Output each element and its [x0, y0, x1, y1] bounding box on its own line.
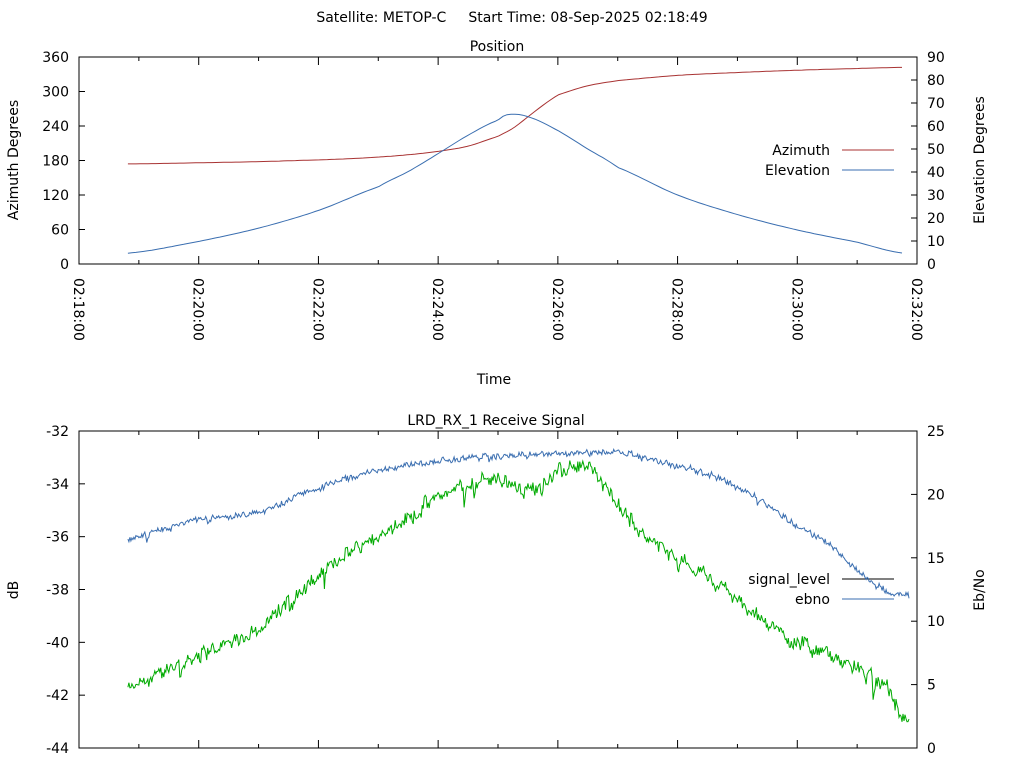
- y2-tick-label: 25: [927, 424, 945, 440]
- y2-tick-label: 40: [927, 165, 945, 181]
- y2-tick-label: 10: [927, 234, 945, 250]
- x-tick-label: 02:28:00: [669, 278, 685, 341]
- ebno-axis-label: Eb/No: [972, 569, 988, 611]
- x-tick-label: 02:24:00: [429, 278, 445, 341]
- y-tick-label: 120: [42, 188, 69, 204]
- y-tick-label: -38: [46, 583, 69, 599]
- y2-tick-label: 20: [927, 211, 945, 227]
- y2-tick-label: 70: [927, 96, 945, 112]
- y-tick-label: 60: [51, 223, 69, 239]
- y-tick-label: 300: [42, 85, 69, 101]
- x-tick-label: 02:32:00: [908, 278, 924, 341]
- legend-label-Elevation: Elevation: [765, 163, 830, 179]
- y2-tick-label: 15: [927, 551, 945, 567]
- legend-label-ebno: ebno: [795, 592, 830, 608]
- y2-tick-label: 10: [927, 614, 945, 630]
- y-tick-label: 360: [42, 50, 69, 66]
- start-time-label: Start Time: 08-Sep-2025 02:18:49: [468, 10, 707, 26]
- y2-tick-label: 30: [927, 188, 945, 204]
- y-tick-label: -44: [46, 741, 69, 757]
- y-tick-label: 180: [42, 154, 69, 170]
- x-tick-label: 02:22:00: [309, 278, 325, 341]
- y2-tick-label: 5: [927, 678, 936, 694]
- y2-tick-label: 20: [927, 487, 945, 503]
- position-plot: 0 60 120 180 240 300 360 0 10 20 30 40 50 60 70 80 90 02:…: [42, 50, 945, 341]
- series-line-Azimuth: [127, 66, 902, 165]
- y-tick-label: -40: [46, 635, 69, 651]
- azimuth-axis-label: Azimuth Degrees: [6, 100, 22, 220]
- y2-tick-label: 90: [927, 50, 945, 66]
- y-tick-label: -32: [46, 424, 69, 440]
- y2-tick-label: 50: [927, 142, 945, 158]
- y-tick-label: -42: [46, 688, 69, 704]
- elevation-axis-label: Elevation Degrees: [972, 96, 988, 224]
- plot-frame-1: [78, 430, 918, 749]
- satellite-label: Satellite: METOP-C: [316, 10, 446, 26]
- legend-label-signal_level: signal_level: [748, 572, 830, 588]
- y-tick-label: -34: [46, 477, 69, 493]
- chart-header: Satellite: METOP-C Start Time: 08-Sep-202…: [316, 10, 707, 26]
- y-tick-label: -36: [46, 530, 69, 546]
- time-axis-label: Time: [476, 372, 511, 388]
- y2-tick-label: 80: [927, 73, 945, 89]
- y-tick-label: 240: [42, 119, 69, 135]
- x-tick-label: 02:26:00: [549, 278, 565, 341]
- y2-tick-label: 60: [927, 119, 945, 135]
- series-line-Elevation: [127, 113, 903, 254]
- x-tick-label: 02:20:00: [190, 278, 206, 341]
- signal-plot: -44 -42 -40 -38 -36 -34 -32 0 5 10 15 20 25 signal_le…: [46, 424, 945, 757]
- series-line-ebno: [127, 448, 910, 599]
- db-axis-label: dB: [6, 581, 22, 600]
- signal-chart-title: LRD_RX_1 Receive Signal: [407, 413, 584, 429]
- legend-label-Azimuth: Azimuth: [772, 143, 830, 159]
- y2-tick-label: 0: [927, 741, 936, 757]
- x-tick-label: 02:30:00: [788, 278, 804, 341]
- y-tick-label: 0: [60, 257, 69, 273]
- y2-tick-label: 0: [927, 257, 936, 273]
- position-chart-title: Position: [470, 39, 525, 55]
- x-tick-label: 02:18:00: [70, 278, 86, 341]
- plot-frame-0: [78, 56, 918, 265]
- series-line-signal_level: [127, 459, 910, 723]
